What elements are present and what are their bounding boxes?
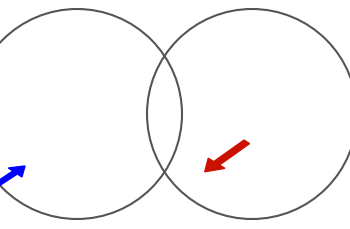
FancyArrow shape — [205, 141, 250, 172]
FancyArrow shape — [0, 166, 25, 197]
